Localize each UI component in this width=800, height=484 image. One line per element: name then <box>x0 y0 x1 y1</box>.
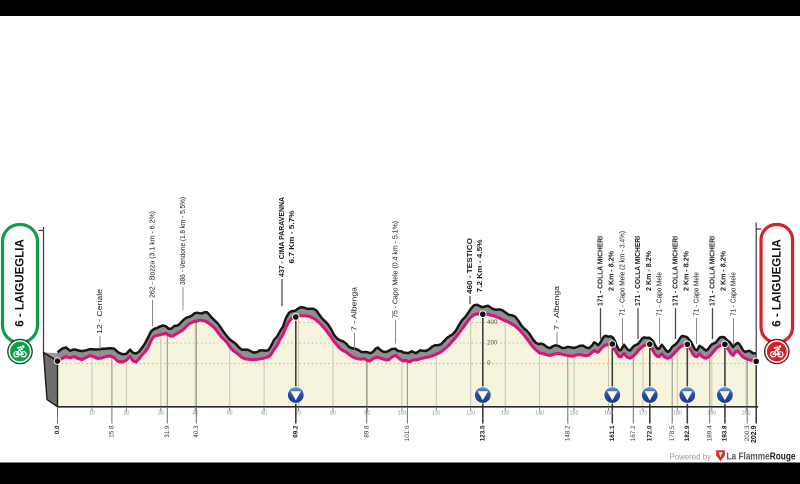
svg-text:150: 150 <box>570 410 579 416</box>
svg-text:170: 170 <box>639 410 648 416</box>
svg-text:386 - Vendone (1.8 km - 5.5%): 386 - Vendone (1.8 km - 5.5%) <box>178 197 187 285</box>
svg-text:140: 140 <box>535 410 544 416</box>
svg-text:130: 130 <box>501 410 510 416</box>
svg-text:50: 50 <box>227 410 233 416</box>
svg-text:6 - LAIGUEGLIA: 6 - LAIGUEGLIA <box>15 239 27 327</box>
svg-text:202.9: 202.9 <box>751 425 758 443</box>
svg-text:200.3: 200.3 <box>744 425 751 441</box>
svg-text:90: 90 <box>365 410 371 416</box>
svg-text:123.5: 123.5 <box>479 425 486 441</box>
svg-text:200: 200 <box>742 410 751 416</box>
svg-text:167.2: 167.2 <box>630 425 637 441</box>
svg-text:172.0: 172.0 <box>646 425 653 441</box>
svg-text:80: 80 <box>330 410 336 416</box>
svg-text:400: 400 <box>487 319 498 326</box>
svg-text:60: 60 <box>261 410 267 416</box>
svg-text:100: 100 <box>398 410 407 416</box>
svg-text:171 - COLLA MICHERI: 171 - COLLA MICHERI <box>707 236 716 306</box>
svg-text:200: 200 <box>487 340 498 347</box>
svg-text:70: 70 <box>296 410 302 416</box>
svg-text:161.1: 161.1 <box>609 425 616 441</box>
svg-text:2 Km - 8.2%: 2 Km - 8.2% <box>718 250 727 291</box>
svg-text:437 - CIMA PARAVENNA: 437 - CIMA PARAVENNA <box>277 197 286 277</box>
svg-text:40.3: 40.3 <box>193 425 200 438</box>
svg-text:2 Km - 8.2%: 2 Km - 8.2% <box>681 250 690 291</box>
svg-text:30: 30 <box>158 410 164 416</box>
svg-text:193.8: 193.8 <box>722 425 729 441</box>
svg-text:178.5: 178.5 <box>669 425 676 441</box>
svg-text:101.6: 101.6 <box>404 425 411 441</box>
svg-text:7.2 Km - 4.5%: 7.2 Km - 4.5% <box>475 239 484 293</box>
svg-text:71 - Capo Mele (2 km - 3.4%): 71 - Capo Mele (2 km - 3.4%) <box>617 231 626 316</box>
svg-text:171 - COLLA MICHERI: 171 - COLLA MICHERI <box>670 236 679 306</box>
svg-text:0.0: 0.0 <box>54 425 61 434</box>
svg-text:6.7 Km - 5.7%: 6.7 Km - 5.7% <box>287 210 296 264</box>
svg-text:160: 160 <box>604 410 613 416</box>
svg-text:189.4: 189.4 <box>706 425 713 441</box>
svg-text:71 - Capo Mele: 71 - Capo Mele <box>691 272 700 316</box>
svg-text:Powered by: Powered by <box>670 452 712 461</box>
svg-text:10: 10 <box>89 410 95 416</box>
svg-text:460 - TESTICO: 460 - TESTICO <box>465 238 474 294</box>
svg-text:71 - Capo Mele: 71 - Capo Mele <box>728 272 737 316</box>
svg-text:20: 20 <box>124 410 130 416</box>
svg-text:171 - COLLA MICHERI: 171 - COLLA MICHERI <box>633 236 642 306</box>
svg-text:89.8: 89.8 <box>363 425 370 438</box>
svg-text:262 - Bozza (3.1 km - 6.2%): 262 - Bozza (3.1 km - 6.2%) <box>147 211 156 298</box>
svg-text:120: 120 <box>466 410 475 416</box>
svg-text:15.8: 15.8 <box>109 425 116 438</box>
svg-text:6 - LAIGUEGLIA: 6 - LAIGUEGLIA <box>771 239 783 327</box>
svg-text:7 - Albenga: 7 - Albenga <box>349 287 358 331</box>
svg-text:7 - Albenga: 7 - Albenga <box>552 286 561 330</box>
svg-text:La FlammeRouge: La FlammeRouge <box>727 450 796 462</box>
svg-text:40: 40 <box>192 410 198 416</box>
svg-text:2 Km - 8.2%: 2 Km - 8.2% <box>644 250 653 291</box>
svg-text:171 - COLLA MICHERI: 171 - COLLA MICHERI <box>595 236 604 306</box>
svg-text:69.2: 69.2 <box>292 425 299 438</box>
svg-text:12 - Ceriale: 12 - Ceriale <box>95 289 104 334</box>
svg-text:0: 0 <box>487 360 491 367</box>
svg-text:110: 110 <box>432 410 440 416</box>
svg-text:31.9: 31.9 <box>164 425 171 438</box>
svg-text:182.9: 182.9 <box>684 425 691 441</box>
svg-text:71 - Capo Mele: 71 - Capo Mele <box>654 272 663 316</box>
svg-text:148.2: 148.2 <box>564 425 571 441</box>
svg-text:2 Km - 8.2%: 2 Km - 8.2% <box>606 250 615 291</box>
svg-text:180: 180 <box>673 410 682 416</box>
svg-text:190: 190 <box>707 410 716 416</box>
svg-text:75 - Capo Mele (0.4 km - 5.1%): 75 - Capo Mele (0.4 km - 5.1%) <box>390 221 399 318</box>
